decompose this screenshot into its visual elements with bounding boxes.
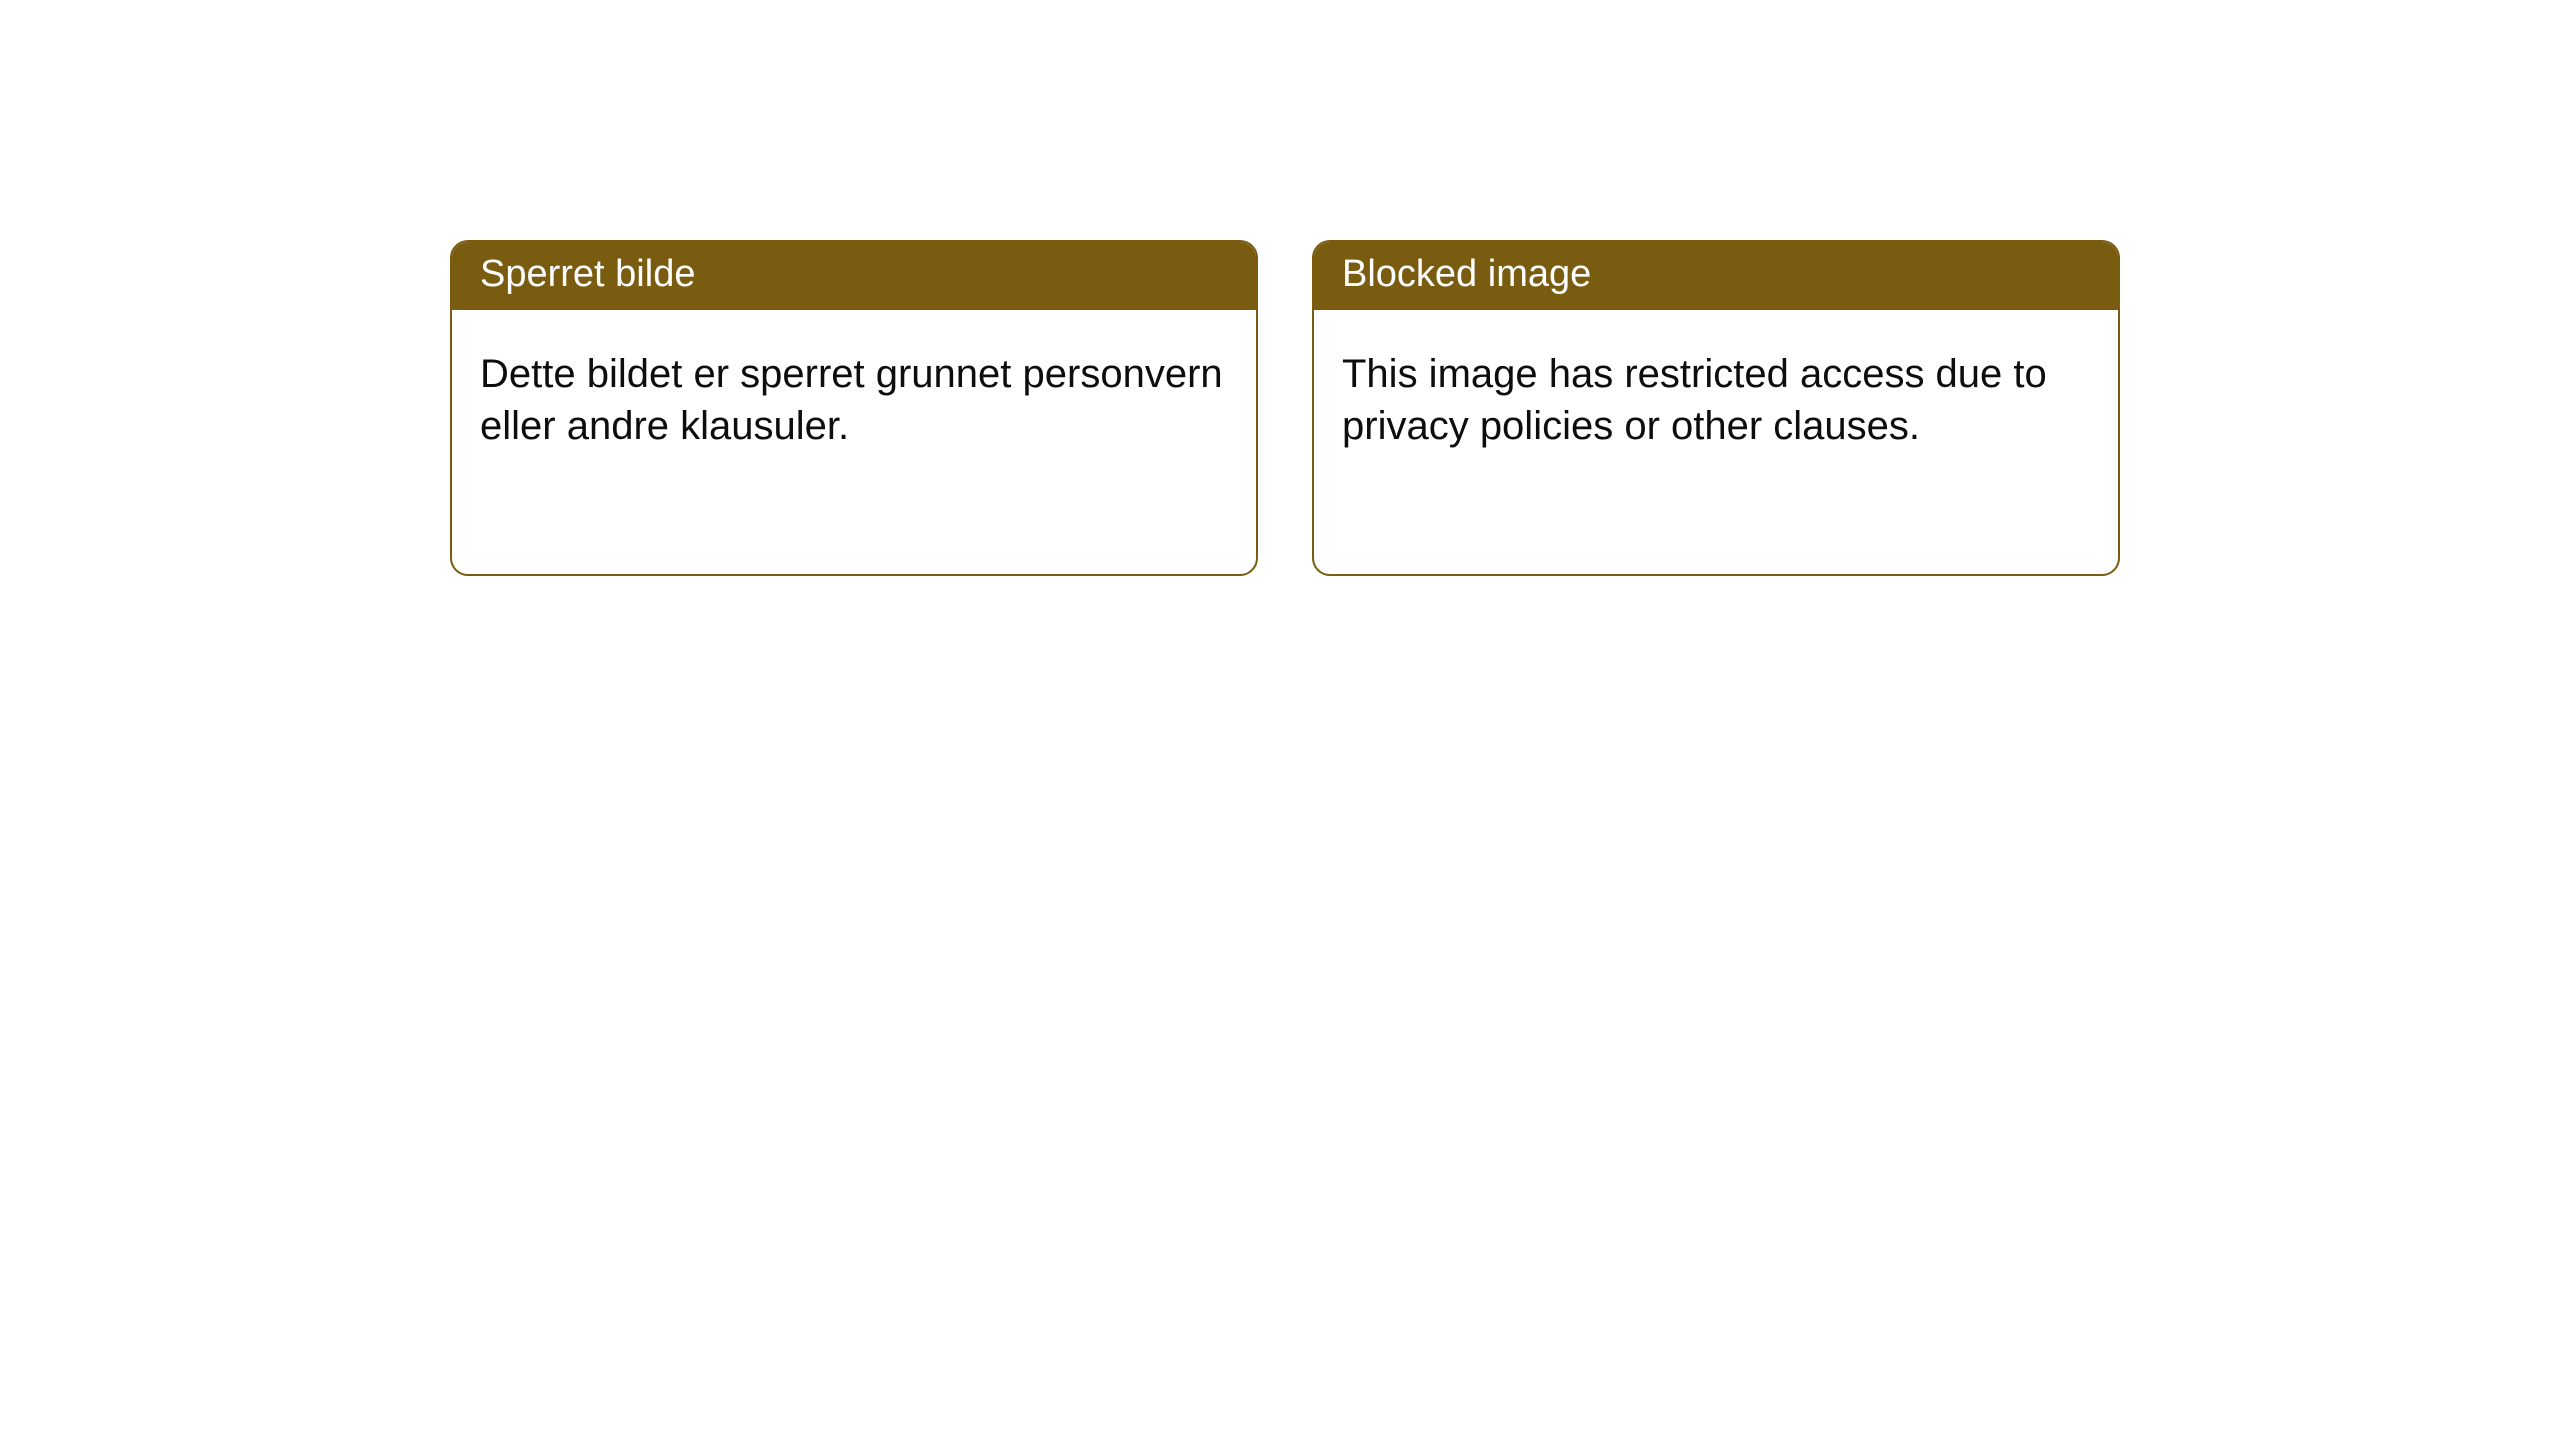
card-body: Dette bildet er sperret grunnet personve… [452,310,1256,482]
blocked-image-card-no: Sperret bilde Dette bildet er sperret gr… [450,240,1258,576]
blocked-image-card-en: Blocked image This image has restricted … [1312,240,2120,576]
card-header: Sperret bilde [452,242,1256,310]
card-body: This image has restricted access due to … [1314,310,2118,482]
cards-container: Sperret bilde Dette bildet er sperret gr… [0,0,2560,576]
card-header: Blocked image [1314,242,2118,310]
